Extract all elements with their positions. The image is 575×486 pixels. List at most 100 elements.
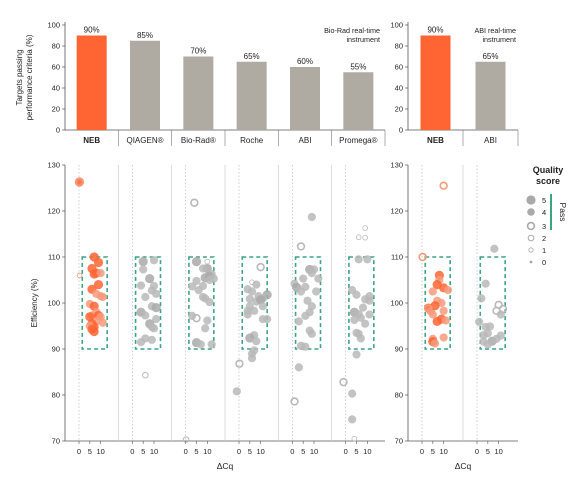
point-abi <box>307 212 316 222</box>
point-neb <box>439 181 448 190</box>
point-neb <box>418 252 427 262</box>
category-label: ABI <box>299 136 312 145</box>
point-abi <box>490 244 499 253</box>
legend-symbol-score-2 <box>527 234 535 242</box>
point-abi <box>294 363 303 372</box>
point-abi <box>496 331 505 340</box>
point-abi <box>303 296 312 305</box>
bar-neb <box>76 35 107 130</box>
x-axis-label: ΔCq <box>217 461 234 471</box>
bar-promega <box>343 72 374 130</box>
point-roche <box>256 295 266 305</box>
point-neb <box>89 326 99 337</box>
point-promega <box>354 255 363 264</box>
pass-region-box <box>424 256 451 350</box>
point-biorad <box>192 276 201 286</box>
point-promega <box>351 435 358 442</box>
x-tick-label: 0 <box>130 447 134 456</box>
point-biorad <box>191 257 202 267</box>
point-roche <box>247 354 257 363</box>
legend-symbol-score-3 <box>526 221 536 231</box>
point-qiagen <box>136 338 146 347</box>
point-neb <box>424 304 433 313</box>
bar-abi <box>475 61 506 130</box>
point-neb <box>439 333 448 342</box>
x-tick-label: 10 <box>310 447 318 456</box>
point-biorad <box>204 258 211 265</box>
point-promega <box>361 319 370 328</box>
point-promega <box>339 377 348 387</box>
y-tick-label: 110 <box>48 253 60 262</box>
point-neb <box>89 269 99 279</box>
bar-value-label: 70% <box>190 47 206 56</box>
point-qiagen <box>151 303 161 313</box>
point-roche <box>256 262 265 272</box>
x-axis-label: ΔCq <box>455 461 472 471</box>
x-tick-label: 10 <box>150 447 158 456</box>
point-neb <box>93 257 104 268</box>
bar-value-label: 60% <box>297 57 313 66</box>
y-tick-label: 40 <box>52 84 60 93</box>
point-roche <box>250 306 259 315</box>
y-tick-label: 120 <box>390 207 403 216</box>
category-label: QIAGEN® <box>126 136 163 145</box>
point-promega <box>348 415 357 424</box>
point-promega <box>365 310 374 319</box>
x-tick-label: 5 <box>248 447 252 456</box>
point-neb <box>441 316 450 325</box>
point-abi <box>483 329 492 338</box>
y-tick-label: 120 <box>47 207 60 216</box>
point-abi <box>307 329 316 338</box>
x-tick-label: 5 <box>88 447 92 456</box>
point-biorad <box>192 313 201 323</box>
x-tick-label: 5 <box>431 447 435 456</box>
point-promega <box>358 303 368 312</box>
bar-chart-abi: 0 20 40 60 80 100 90% NEB 65% ABI ABI real-time ins… <box>390 21 519 146</box>
point-neb <box>98 292 107 302</box>
point-neb <box>96 269 105 278</box>
y-tick-label: 60 <box>52 63 60 72</box>
category-label: Roche <box>240 136 264 145</box>
x-tick-label: 5 <box>301 447 305 456</box>
x-tick-label: 10 <box>96 447 104 456</box>
point-promega <box>350 315 359 325</box>
x-tick-label: 0 <box>237 447 241 456</box>
y-tick-label: 100 <box>390 21 403 30</box>
point-biorad <box>201 324 210 333</box>
point-neb <box>98 318 107 327</box>
point-biorad <box>198 264 208 273</box>
y-tick-label: 100 <box>47 21 60 30</box>
x-tick-label: 0 <box>77 447 81 456</box>
x-tick-label: 5 <box>141 447 145 456</box>
y-tick-label: 0 <box>56 126 60 135</box>
point-neb <box>432 316 442 326</box>
point-qiagen <box>136 281 146 290</box>
y-tick-label: 100 <box>47 299 60 308</box>
category-label: ABI <box>484 136 497 145</box>
point-neb <box>430 339 440 348</box>
legend-symbol-score-5 <box>526 195 536 205</box>
category-label: NEB <box>427 136 444 145</box>
point-roche <box>235 359 244 368</box>
legend-pass-label: Pass <box>558 203 568 222</box>
category-label: NEB <box>83 136 100 145</box>
point-roche <box>245 333 255 343</box>
point-qiagen <box>142 371 149 379</box>
x-tick-label: 0 <box>184 447 188 456</box>
x-tick-label: 10 <box>203 447 211 456</box>
legend-score-label: 5 <box>542 196 546 205</box>
y-tick-label: 90 <box>395 345 403 354</box>
point-abi <box>307 269 316 278</box>
point-qiagen <box>147 335 156 344</box>
y-tick-label: 60 <box>395 63 403 72</box>
point-abi <box>475 317 484 326</box>
category-label: Bio-Rad® <box>181 136 216 145</box>
legend-score-label: 4 <box>542 208 546 217</box>
point-qiagen <box>138 257 148 267</box>
point-qiagen <box>139 265 148 274</box>
legend-score-label: 1 <box>542 246 546 255</box>
point-neb <box>93 280 104 290</box>
